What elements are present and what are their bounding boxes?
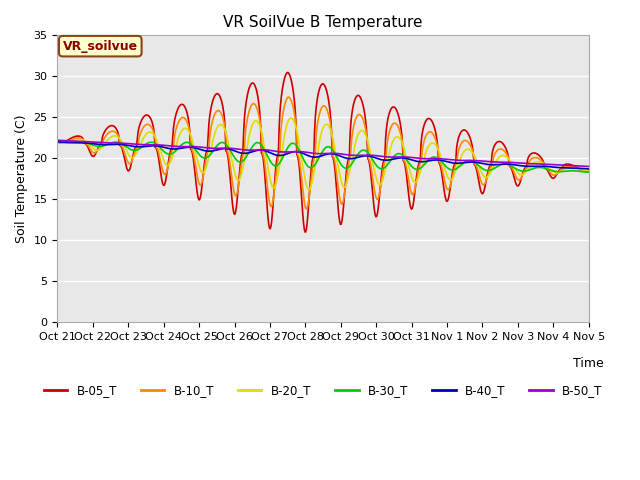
B-05_T [585,168,593,173]
B-20_T [200,169,207,175]
B-50_T [54,137,61,143]
B-30_T [63,140,71,145]
B-10_T [118,143,125,149]
B-40_T [118,142,125,147]
B-05_T [54,139,61,145]
Legend: B-05_T, B-10_T, B-20_T, B-30_T, B-40_T, B-50_T: B-05_T, B-10_T, B-20_T, B-30_T, B-40_T, … [39,380,607,402]
B-10_T [389,121,397,127]
Line: B-20_T: B-20_T [58,118,589,190]
B-10_T [303,206,310,212]
B-20_T [389,138,397,144]
B-50_T [63,138,71,144]
B-05_T [63,138,71,144]
Line: B-10_T: B-10_T [58,97,589,209]
B-10_T [404,176,412,182]
B-50_T [172,144,179,149]
B-10_T [63,140,71,145]
B-20_T [63,140,71,146]
B-05_T [200,167,207,173]
B-20_T [54,139,61,145]
B-10_T [285,94,292,100]
B-50_T [585,164,593,169]
Line: B-40_T: B-40_T [58,142,589,169]
B-05_T [172,113,179,119]
B-10_T [200,170,207,176]
B-50_T [118,140,125,146]
B-10_T [172,128,179,133]
B-20_T [404,163,412,168]
B-10_T [585,168,593,173]
B-05_T [301,229,309,235]
B-05_T [118,145,125,151]
B-10_T [54,139,61,145]
B-30_T [403,157,411,163]
X-axis label: Time: Time [573,357,604,370]
B-40_T [585,166,593,172]
B-20_T [287,115,295,121]
B-40_T [172,146,179,152]
B-30_T [54,139,61,145]
Line: B-30_T: B-30_T [58,142,589,172]
Text: VR_soilvue: VR_soilvue [63,40,138,53]
B-20_T [585,168,593,173]
Title: VR SoilVue B Temperature: VR SoilVue B Temperature [223,15,423,30]
B-40_T [388,156,396,162]
B-40_T [200,147,207,153]
B-05_T [284,70,292,75]
B-20_T [305,187,312,192]
B-40_T [54,139,61,145]
Line: B-05_T: B-05_T [58,72,589,232]
B-50_T [403,154,411,160]
B-30_T [200,155,207,161]
B-30_T [585,169,593,175]
B-20_T [172,146,179,152]
B-20_T [118,139,125,144]
B-30_T [118,141,125,147]
B-05_T [389,104,397,110]
B-05_T [404,190,412,196]
B-50_T [388,154,396,160]
Y-axis label: Soil Temperature (C): Soil Temperature (C) [15,114,28,243]
B-30_T [172,148,179,154]
B-50_T [200,144,207,150]
B-40_T [63,140,71,145]
B-40_T [403,156,411,161]
Line: B-50_T: B-50_T [58,140,589,167]
B-30_T [388,156,396,162]
